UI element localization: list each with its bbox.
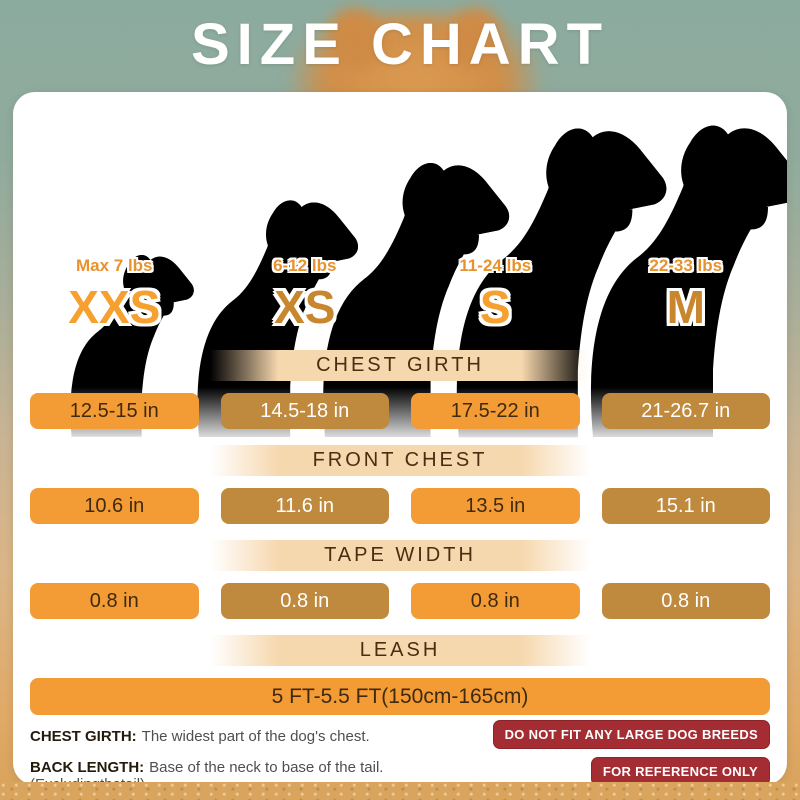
badge-no-large-breeds: DO NOT FIT ANY LARGE DOG BREEDS — [492, 720, 770, 749]
size-chart-card: Max 7 lbs 6-12 lbs 11-24 lbs 22-33 lbs X… — [13, 92, 787, 785]
measurement-notes: CHEST GIRTH: The widest part of the dog's… — [30, 720, 493, 785]
badge-reference-only: FOR REFERENCE ONLY — [590, 757, 770, 785]
weight-label-m: 22-33 lbs — [649, 256, 723, 275]
section-header-chest-girth: CHEST GIRTH — [210, 350, 590, 381]
chest-girth-value-xxs: 12.5-15 in — [30, 393, 199, 429]
front-chest-value-xs: 11.6 in — [220, 488, 389, 524]
front-chest-value-xxs: 10.6 in — [30, 488, 199, 524]
sand-texture-strip — [0, 782, 800, 800]
section-header-tape-width: TAPE WIDTH — [210, 540, 590, 571]
tape-width-row: 0.8 in 0.8 in 0.8 in 0.8 in — [13, 583, 787, 619]
chest-girth-value-xs: 14.5-18 in — [220, 393, 389, 429]
size-label-xxs: XXS — [68, 281, 161, 333]
note-chest-girth-desc: The widest part of the dog's chest. — [141, 728, 370, 745]
note-back-length: BACK LENGTH: Base of the neck to base of … — [30, 759, 493, 785]
chest-girth-value-s: 17.5-22 in — [411, 393, 580, 429]
footer: CHEST GIRTH: The widest part of the dog's… — [13, 720, 787, 785]
note-back-length-desc: Base of the neck to base of the tail.(Ex… — [30, 759, 384, 785]
warning-badges: DO NOT FIT ANY LARGE DOG BREEDS FOR REFE… — [492, 720, 770, 785]
front-chest-row: 10.6 in 11.6 in 13.5 in 15.1 in — [13, 488, 787, 524]
note-chest-girth-term: CHEST GIRTH: — [30, 728, 137, 745]
tape-width-value-m: 0.8 in — [601, 583, 770, 619]
weight-label-s: 11-24 lbs — [459, 256, 532, 275]
size-columns-header: Max 7 lbs 6-12 lbs 11-24 lbs 22-33 lbs X… — [13, 256, 787, 332]
size-label-xs: XS — [274, 281, 336, 333]
tape-width-value-s: 0.8 in — [411, 583, 580, 619]
leash-value: 5 FT-5.5 FT(150cm-165cm) — [30, 678, 770, 715]
note-chest-girth: CHEST GIRTH: The widest part of the dog's… — [30, 728, 493, 745]
size-label-m: M — [666, 281, 705, 333]
size-label-s: S — [479, 281, 511, 333]
section-header-front-chest: FRONT CHEST — [210, 445, 590, 476]
tape-width-value-xs: 0.8 in — [220, 583, 389, 619]
note-back-length-term: BACK LENGTH: — [30, 759, 145, 776]
section-header-leash: LEASH — [210, 635, 590, 666]
weight-label-xxs: Max 7 lbs — [75, 256, 153, 275]
chest-girth-row: 12.5-15 in 14.5-18 in 17.5-22 in 21-26.7… — [13, 393, 787, 429]
front-chest-value-s: 13.5 in — [411, 488, 580, 524]
tape-width-value-xxs: 0.8 in — [30, 583, 199, 619]
front-chest-value-m: 15.1 in — [601, 488, 770, 524]
chest-girth-value-m: 21-26.7 in — [601, 393, 770, 429]
size-table: CHEST GIRTH 12.5-15 in 14.5-18 in 17.5-2… — [13, 350, 787, 715]
weight-label-xs: 6-12 lbs — [273, 256, 337, 275]
page-title: SIZE CHART — [191, 12, 609, 77]
